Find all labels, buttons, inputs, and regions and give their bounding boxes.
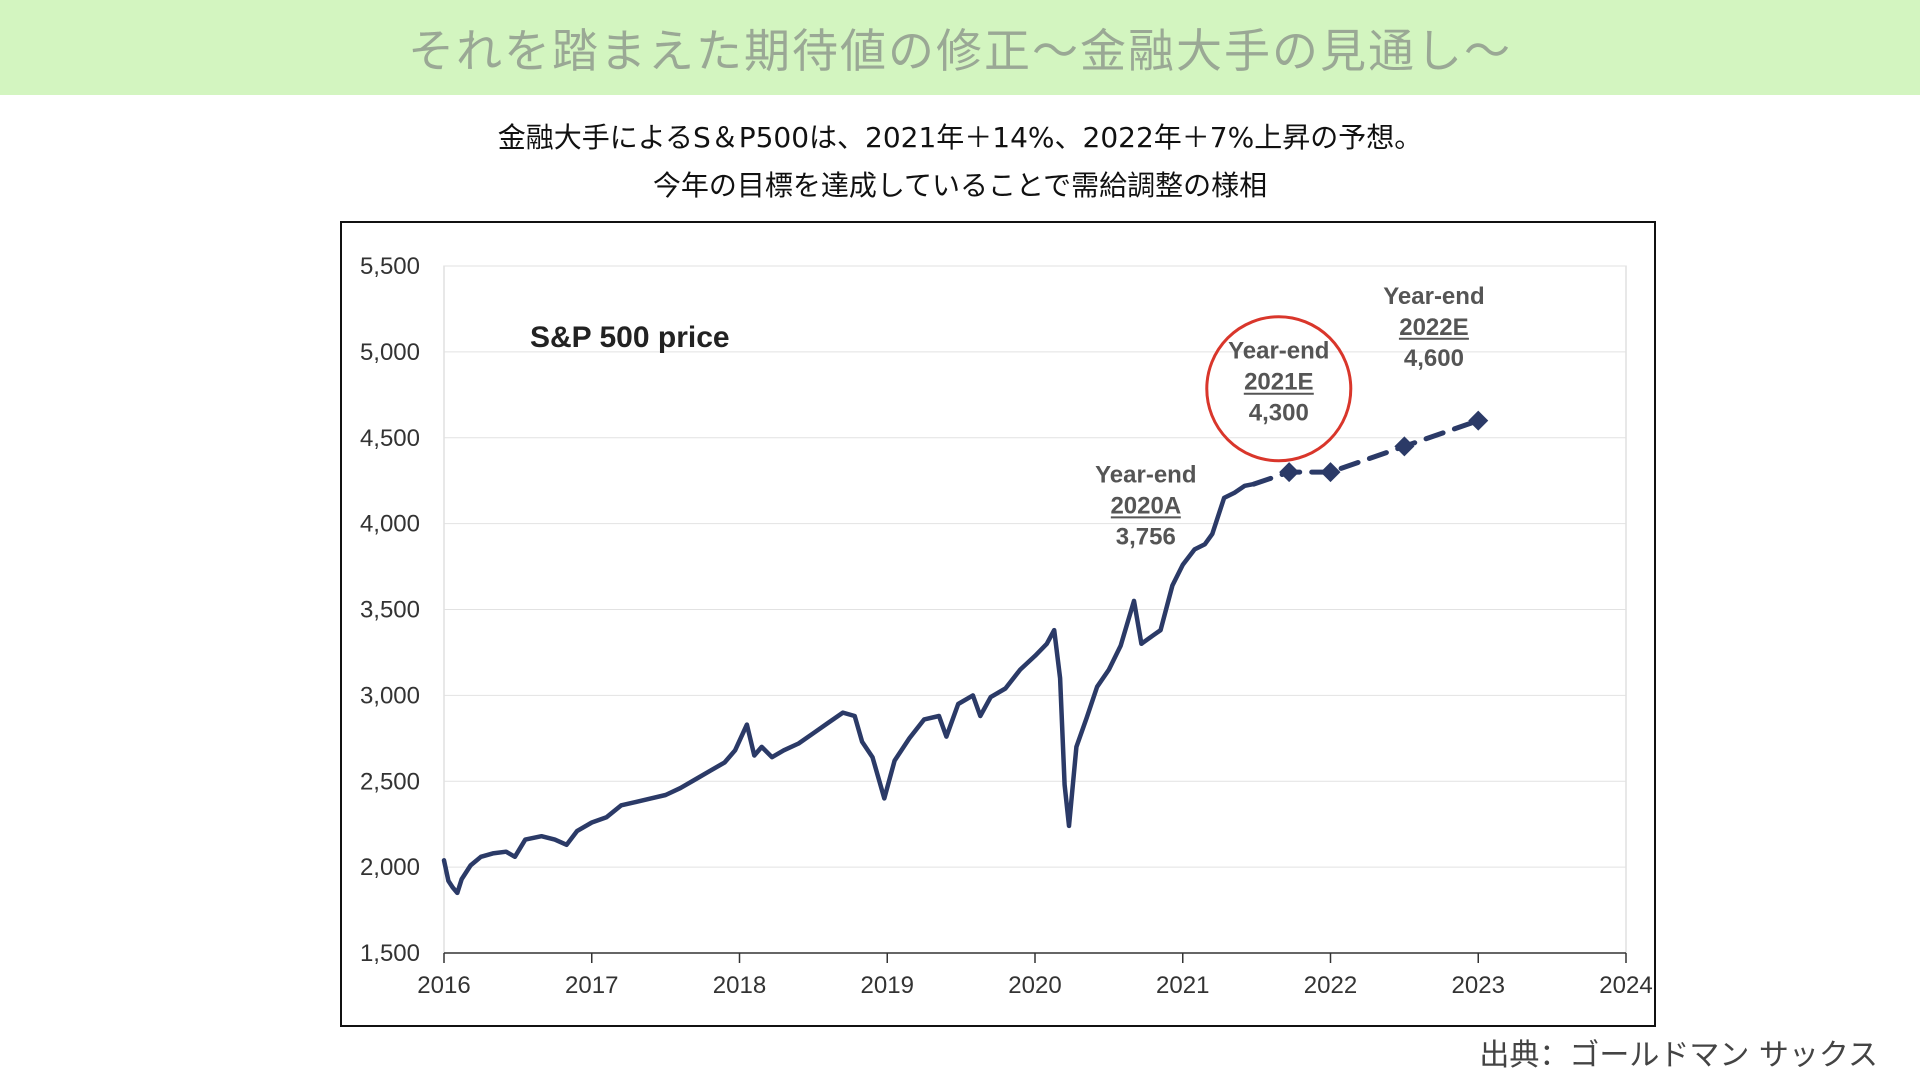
highlight-circle: [1205, 315, 1353, 463]
page-title: それを踏まえた期待値の修正〜金融大手の見通し〜: [408, 23, 1512, 78]
annotation-label: 4,600: [1404, 345, 1464, 372]
subtitle-line-2: 今年の目標を達成していることで需給調整の様相: [652, 169, 1268, 202]
annotation-label: Year-end: [1095, 461, 1196, 488]
x-tick-label: 2016: [417, 972, 470, 999]
title-bar: それを踏まえた期待値の修正〜金融大手の見通し〜: [0, 0, 1920, 95]
sp500-chart: 1,500 2,000 2,500 3,000 3,500 4,000 4,500 5,000…: [360, 253, 1653, 999]
chart-frame: 1,500 2,000 2,500 3,000 3,500 4,000 4,500 5,000…: [340, 221, 1656, 1027]
y-tick-label: 4,000: [360, 511, 420, 538]
y-tick-label: 1,500: [360, 940, 420, 967]
source-credit: 出典：ゴールドマン サックス: [1479, 1038, 1878, 1073]
x-tick-label: 2020: [1008, 972, 1061, 999]
annotation-label: 4,300: [1249, 400, 1309, 427]
annotation-label: Year-end: [1228, 338, 1329, 365]
y-tick-label: 2,500: [360, 768, 420, 795]
y-tick-label: 2,000: [360, 854, 420, 881]
subtitle-line-1: 金融大手によるS＆P500は、2021年＋14%、2022年＋7%上昇の予想。: [497, 121, 1423, 154]
annotation-label: 3,756: [1116, 523, 1176, 550]
annotation-label: Year-end: [1383, 283, 1484, 310]
x-tick-label: 2021: [1156, 972, 1209, 999]
forecast-marker: [1468, 410, 1489, 431]
x-tick-label: 2023: [1452, 972, 1505, 999]
annotation-label: 2020A: [1110, 492, 1181, 519]
y-tick-label: 3,500: [360, 597, 420, 624]
forecast-marker: [1279, 462, 1300, 483]
forecast-marker: [1320, 462, 1341, 483]
y-tick-label: 4,500: [360, 425, 420, 452]
y-tick-label: 3,000: [360, 682, 420, 709]
forecast-marker: [1394, 436, 1415, 457]
x-tick-label: 2022: [1304, 972, 1357, 999]
chart-title: S&P 500 price: [530, 321, 730, 354]
y-tick-label: 5,000: [360, 339, 420, 366]
y-tick-label: 5,500: [360, 253, 420, 280]
price-line: [441, 481, 1256, 896]
x-tick-label: 2017: [565, 972, 618, 999]
x-tick-label: 2024: [1599, 972, 1652, 999]
x-tick-label: 2018: [713, 972, 766, 999]
annotation-label: 2022E: [1399, 314, 1468, 341]
annotation-label: 2021E: [1244, 369, 1313, 396]
x-tick-label: 2019: [861, 972, 914, 999]
